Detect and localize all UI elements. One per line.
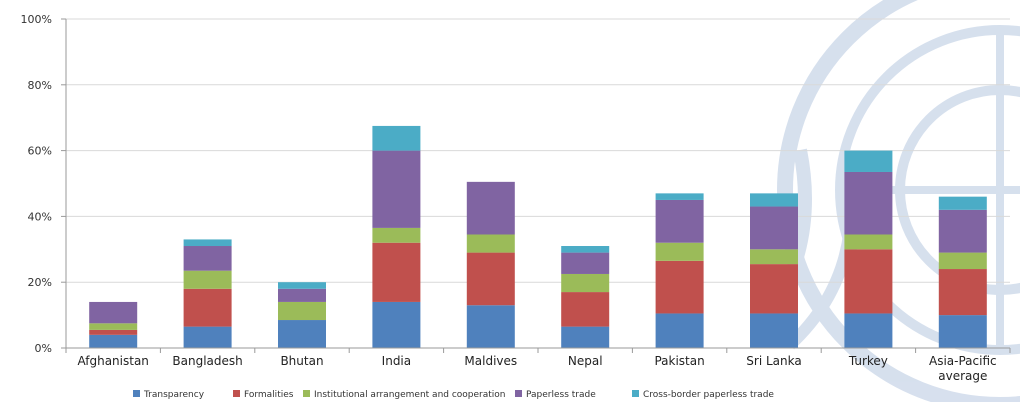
bar-segment-cross-border-paperless-trade-bhutan — [278, 282, 326, 289]
legend-swatch — [632, 390, 639, 397]
bar-segment-institutional-arrangement-and-cooperation-afghanistan — [89, 323, 138, 330]
bar-segment-formalities-nepal — [561, 292, 610, 327]
y-tick-label: 80% — [28, 79, 52, 92]
x-axis — [61, 18, 1011, 353]
bar-segment-institutional-arrangement-and-cooperation-bangladesh — [183, 270, 232, 289]
y-tick-label: 0% — [35, 342, 52, 355]
bar-segment-paperless-trade-pakistan — [655, 199, 704, 243]
legend-swatch — [233, 390, 240, 397]
legend-swatch — [303, 390, 310, 397]
bar-segment-institutional-arrangement-and-cooperation-asia-pacific-average — [938, 252, 987, 270]
bar-segment-transparency-nepal — [561, 326, 610, 348]
legend-label: Institutional arrangement and cooperatio… — [314, 390, 506, 400]
bar-segment-transparency-afghanistan — [89, 334, 138, 348]
bar-segment-transparency-bangladesh — [183, 326, 232, 348]
legend-item-paperless-trade: Paperless trade — [515, 390, 596, 400]
bar-segment-cross-border-paperless-trade-pakistan — [655, 193, 704, 200]
legend-label: Cross-border paperless trade — [643, 390, 774, 400]
bar-segment-cross-border-paperless-trade-nepal — [561, 246, 610, 253]
bar-segment-institutional-arrangement-and-cooperation-india — [372, 227, 421, 243]
bar-segment-formalities-maldives — [466, 252, 515, 306]
bar-segment-transparency-turkey — [844, 313, 893, 348]
legend-item-transparency: Transparency — [133, 390, 205, 400]
bar-segment-paperless-trade-india — [372, 150, 421, 228]
bar-segment-formalities-bangladesh — [183, 288, 232, 327]
bar-segment-cross-border-paperless-trade-sri-lanka — [750, 193, 798, 207]
legend-label: Formalities — [244, 390, 294, 400]
bar-segment-formalities-asia-pacific-average — [938, 269, 987, 316]
x-tick-label: India — [382, 354, 411, 368]
y-axis-tick-labels: 0% 20% 40% 60% 80% 100% — [21, 13, 52, 355]
bar-segment-paperless-trade-afghanistan — [89, 301, 138, 324]
bar-segment-cross-border-paperless-trade-turkey — [844, 150, 893, 172]
bar-segment-institutional-arrangement-and-cooperation-turkey — [844, 234, 893, 250]
x-axis-category-labels: Afghanistan Bangladesh Bhutan India Maldives… — [77, 354, 996, 383]
bar-segment-paperless-trade-sri-lanka — [750, 206, 798, 250]
bar-segment-institutional-arrangement-and-cooperation-bhutan — [278, 301, 326, 321]
legend-item-formalities: Formalities — [233, 390, 294, 400]
legend-item-institutional-arrangement-and-cooperation: Institutional arrangement and cooperatio… — [303, 390, 506, 400]
bar-segment-formalities-india — [372, 242, 421, 302]
y-tick-label: 100% — [21, 13, 52, 26]
x-tick-label: Afghanistan — [77, 354, 148, 368]
bar-segment-transparency-pakistan — [655, 313, 704, 348]
y-tick-label: 60% — [28, 145, 52, 158]
y-tick-label: 20% — [28, 276, 52, 289]
bar-segment-cross-border-paperless-trade-asia-pacific-average — [938, 196, 987, 210]
bar-segment-institutional-arrangement-and-cooperation-sri-lanka — [750, 249, 798, 265]
bar-segment-formalities-pakistan — [655, 260, 704, 314]
bar-segment-paperless-trade-maldives — [466, 181, 515, 235]
y-tick-label: 40% — [28, 210, 52, 223]
legend: Transparency Formalities Institutional arr… — [133, 390, 774, 400]
legend-swatch — [515, 390, 522, 397]
bar-segment-paperless-trade-nepal — [561, 252, 610, 274]
bar-segment-cross-border-paperless-trade-india — [372, 125, 421, 151]
bar-segment-transparency-india — [372, 301, 421, 348]
bar-segment-paperless-trade-bangladesh — [183, 246, 232, 271]
bar-segment-formalities-afghanistan — [89, 329, 138, 335]
bar-segment-formalities-turkey — [844, 249, 893, 314]
bar-segment-formalities-sri-lanka — [750, 264, 798, 314]
bar-segment-transparency-asia-pacific-average — [938, 315, 987, 348]
bar-segment-paperless-trade-asia-pacific-average — [938, 209, 987, 253]
bar-segment-institutional-arrangement-and-cooperation-pakistan — [655, 242, 704, 261]
x-tick-label: Bhutan — [280, 354, 323, 368]
x-tick-label: Bangladesh — [172, 354, 242, 368]
bar-segment-institutional-arrangement-and-cooperation-maldives — [466, 234, 515, 253]
bar-segment-transparency-bhutan — [278, 320, 326, 348]
x-tick-label: Turkey — [848, 354, 888, 368]
legend-item-cross-border-paperless-trade: Cross-border paperless trade — [632, 390, 774, 400]
bars — [89, 125, 987, 348]
bar-segment-paperless-trade-bhutan — [278, 288, 326, 302]
legend-label: Paperless trade — [526, 390, 596, 400]
x-tick-label: Sri Lanka — [746, 354, 801, 368]
x-tick-label: Nepal — [568, 354, 603, 368]
bar-segment-paperless-trade-turkey — [844, 171, 893, 235]
x-tick-label: Asia-Pacific average — [929, 354, 997, 383]
bar-segment-cross-border-paperless-trade-bangladesh — [183, 239, 232, 247]
x-tick-label: Pakistan — [654, 354, 704, 368]
bar-segment-transparency-maldives — [466, 305, 515, 348]
legend-swatch — [133, 390, 140, 397]
x-tick-label: Maldives — [464, 354, 517, 368]
bar-segment-transparency-sri-lanka — [750, 313, 798, 348]
legend-label: Transparency — [143, 390, 205, 400]
bar-segment-institutional-arrangement-and-cooperation-nepal — [561, 273, 610, 293]
